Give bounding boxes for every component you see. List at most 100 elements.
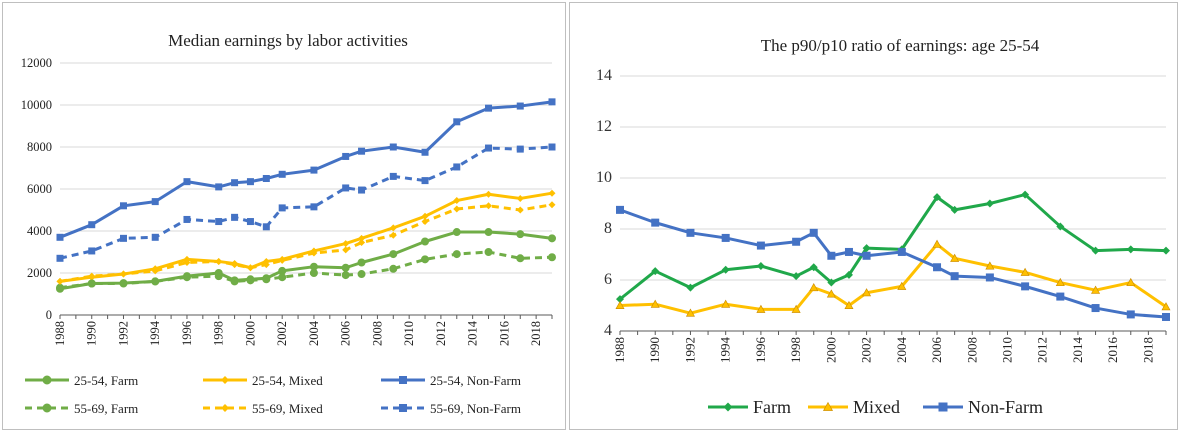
data-point-55-69-farm (484, 248, 493, 256)
data-point-mixed (844, 300, 854, 310)
data-point-mixed (897, 281, 907, 290)
data-point-55-69-mixed (246, 264, 254, 272)
data-point-55-69-farm (119, 279, 128, 288)
legend-label-55-69-non-farm: 55-69, Non-Farm (430, 401, 521, 416)
data-point-non-farm (897, 247, 906, 256)
legend-marker-farm (723, 402, 733, 412)
data-point-mixed (809, 283, 819, 292)
data-point-mixed (1161, 302, 1171, 311)
data-point-25-54-non-farm (342, 152, 350, 160)
data-point-55-69-farm (421, 255, 430, 264)
data-point-55-69-farm (214, 272, 223, 281)
data-point-55-69-non-farm (88, 247, 96, 255)
x-tick-label: 2002 (859, 337, 874, 363)
y-tick-label: 12000 (21, 56, 52, 70)
data-point-55-69-farm (357, 270, 366, 279)
data-point-non-farm (1126, 310, 1135, 319)
p90-p10-ratio-chart: The p90/p10 ratio of earnings: age 25-54… (596, 36, 1171, 417)
x-tick-label: 2012 (434, 321, 448, 346)
x-tick-label: 2000 (243, 321, 257, 346)
x-tick-label: 2006 (339, 321, 353, 346)
x-tick-label: 2012 (1035, 337, 1050, 363)
data-point-55-69-farm (389, 264, 398, 273)
x-tick-label: 2014 (466, 320, 480, 346)
data-point-25-54-mixed (389, 224, 397, 232)
data-point-25-54-farm (452, 228, 461, 237)
x-tick-label: 1990 (85, 321, 99, 346)
series-line-55-69-non-farm (59, 145, 553, 260)
data-point-non-farm (985, 273, 994, 282)
data-point-mixed (1091, 285, 1101, 294)
x-tick-label: 1996 (180, 321, 194, 346)
data-point-55-69-farm (56, 283, 64, 292)
x-tick-label: 2016 (497, 321, 511, 346)
legend-marker-mixed (822, 401, 834, 411)
data-point-55-69-non-farm (183, 215, 191, 223)
x-tick-label: 1994 (148, 320, 162, 346)
data-point-25-54-non-farm (389, 143, 397, 151)
x-tick-label: 2004 (894, 337, 909, 364)
data-point-55-69-mixed (485, 202, 493, 210)
x-tick-label: 2004 (307, 320, 321, 346)
x-tick-label: 2018 (1140, 337, 1155, 363)
data-point-farm (827, 278, 836, 287)
data-point-55-69-farm (452, 250, 461, 259)
data-point-mixed (650, 299, 660, 308)
data-point-55-69-mixed (453, 205, 461, 213)
data-point-55-69-non-farm (231, 213, 239, 221)
data-point-25-54-non-farm (88, 221, 96, 229)
data-point-25-54-non-farm (231, 179, 239, 187)
data-point-mixed (721, 299, 731, 308)
data-point-farm (1091, 246, 1100, 255)
data-point-55-69-non-farm (262, 223, 270, 231)
data-point-55-69-mixed (358, 239, 366, 247)
x-tick-label: 2002 (275, 321, 289, 346)
data-point-55-69-mixed (231, 261, 239, 269)
data-point-55-69-non-farm (119, 234, 127, 242)
legend-label-55-69-mixed: 55-69, Mixed (252, 401, 323, 416)
data-point-55-69-farm (87, 279, 96, 288)
data-point-25-54-non-farm (485, 104, 493, 112)
data-point-mixed (985, 261, 995, 270)
data-point-non-farm (827, 251, 836, 260)
legend-marker-25-54-non-farm (399, 376, 407, 384)
x-tick-label: 2016 (1105, 337, 1120, 364)
data-point-mixed (932, 239, 942, 248)
y-tick-label: 4000 (27, 224, 52, 238)
data-point-non-farm (1056, 292, 1065, 301)
legend-label-55-69-farm: 55-69, Farm (74, 401, 138, 416)
y-tick-label: 4 (604, 322, 612, 339)
x-tick-label: 2000 (823, 337, 838, 363)
data-point-25-54-farm (516, 230, 525, 239)
data-point-55-69-mixed (421, 218, 429, 226)
data-point-farm (721, 265, 730, 274)
data-point-55-69-mixed (56, 277, 64, 285)
data-point-25-54-mixed (485, 190, 493, 198)
data-point-non-farm (616, 205, 624, 214)
data-point-mixed (756, 304, 766, 313)
data-point-25-54-farm (357, 258, 366, 267)
chart-title: The p90/p10 ratio of earnings: age 25-54 (761, 36, 1040, 55)
data-point-55-69-mixed (516, 206, 524, 214)
legend-marker-non-farm (938, 402, 948, 412)
legend-marker-55-69-mixed (221, 404, 229, 412)
data-point-non-farm (809, 228, 818, 237)
series-line-25-54-non-farm (59, 100, 553, 239)
legend-marker-55-69-non-farm (399, 404, 407, 412)
data-point-25-54-non-farm (56, 233, 64, 241)
data-point-25-54-farm (389, 250, 398, 259)
y-tick-label: 8 (604, 220, 612, 237)
data-point-non-farm (792, 237, 801, 246)
x-tick-label: 2018 (529, 321, 543, 346)
median-earnings-chart: Median earnings by labor activities 0 2000… (21, 31, 556, 416)
data-point-25-54-mixed (548, 189, 556, 197)
data-point-25-54-non-farm (421, 148, 429, 156)
data-point-farm (1056, 222, 1065, 231)
data-point-55-69-mixed (151, 267, 159, 275)
data-point-25-54-farm (548, 234, 556, 243)
data-point-mixed (826, 289, 836, 298)
x-tick-label: 2010 (402, 321, 416, 346)
data-point-25-54-non-farm (119, 202, 127, 210)
y-tick-label: 10 (596, 169, 612, 186)
data-point-25-54-non-farm (246, 178, 254, 186)
